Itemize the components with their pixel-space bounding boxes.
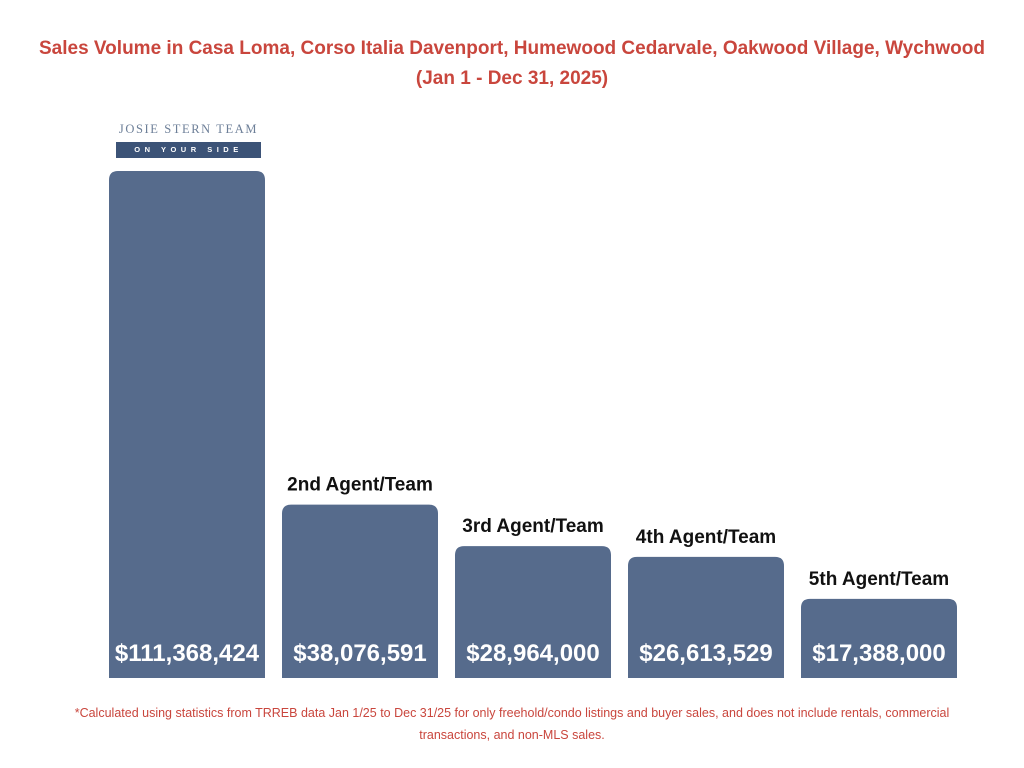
- bar-1: [109, 171, 265, 678]
- bar-chart: $111,368,424 $38,076,591 2nd Agent/Team $28…: [109, 171, 957, 678]
- bar-category-label: 3rd Agent/Team: [462, 516, 603, 537]
- bar-2: [282, 504, 438, 678]
- bar-category-label: 4th Agent/Team: [636, 527, 776, 548]
- bar-value-label: $17,388,000: [812, 640, 945, 667]
- bar-value-label: $38,076,591: [293, 640, 426, 667]
- team-logo: JOSIE STERN TEAM ON YOUR SIDE: [116, 122, 261, 158]
- bar-5: [801, 598, 957, 678]
- logo-tagline: ON YOUR SIDE: [116, 142, 261, 158]
- bar-3: [455, 546, 611, 678]
- bar-value-label: $28,964,000: [466, 640, 599, 667]
- chart-title: Sales Volume in Casa Loma, Corso Italia …: [38, 38, 986, 59]
- bar-category-label: 5th Agent/Team: [809, 569, 949, 590]
- logo-name: JOSIE STERN TEAM: [118, 122, 259, 136]
- bar-4: [628, 556, 784, 678]
- bar-value-label: $111,368,424: [115, 640, 260, 667]
- chart-subtitle: (Jan 1 - Dec 31, 2025): [415, 68, 609, 89]
- bar-value-label: $26,613,529: [639, 640, 772, 667]
- bar-category-label: 2nd Agent/Team: [287, 475, 433, 496]
- footnote: *Calculated using statistics from TRREB …: [74, 706, 950, 742]
